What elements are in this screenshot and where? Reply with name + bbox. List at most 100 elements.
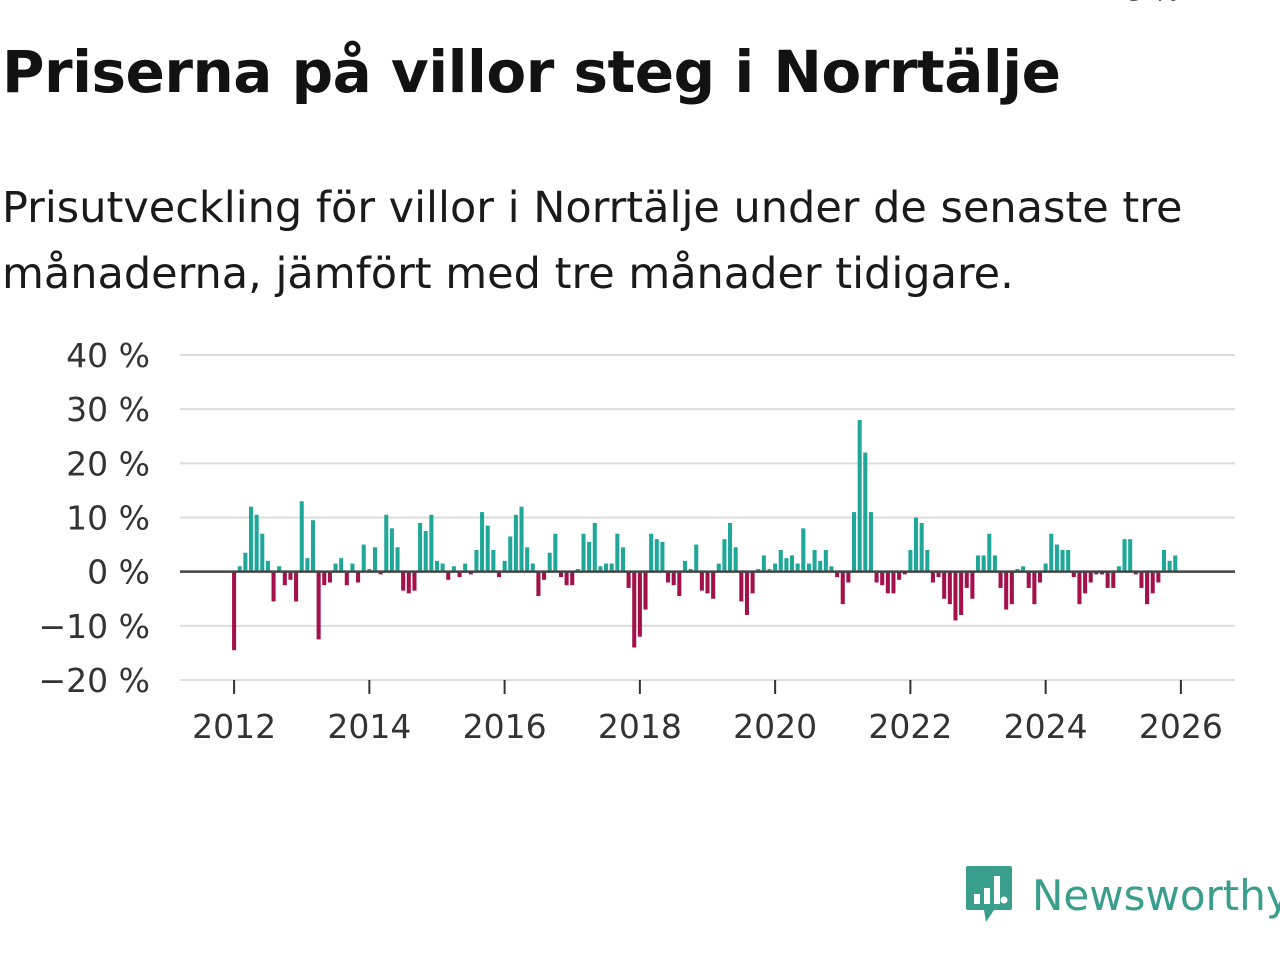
bar: [288, 571, 293, 580]
bar: [812, 550, 817, 572]
bar: [310, 520, 316, 572]
bar: [682, 560, 687, 572]
bar: [795, 563, 800, 572]
bar: [620, 547, 625, 572]
bar: [389, 528, 394, 572]
y-tick-label: 10 %: [66, 499, 150, 538]
bar: [1150, 571, 1155, 594]
bar: [1099, 571, 1105, 575]
bar: [232, 571, 237, 651]
bar: [880, 571, 885, 586]
bar: [508, 536, 513, 572]
bar: [542, 571, 547, 580]
bar: [694, 544, 699, 572]
bar: [840, 571, 845, 605]
bar: [451, 566, 456, 572]
bar: [446, 571, 451, 580]
bar: [829, 566, 834, 572]
bar: [1167, 560, 1172, 572]
bar: [1054, 544, 1059, 572]
bar: [846, 571, 851, 583]
bar: [908, 550, 913, 572]
bar: [716, 563, 721, 572]
bar: [975, 555, 981, 572]
bar: [1015, 568, 1020, 572]
bar: [863, 452, 868, 572]
bar: [547, 552, 552, 572]
bar: [598, 566, 603, 572]
y-tick-label: 20 %: [66, 444, 150, 483]
bar: [654, 539, 659, 572]
bar: [294, 571, 299, 602]
bar: [282, 571, 287, 586]
bar: [570, 571, 575, 586]
bar: [575, 568, 580, 572]
bar: [243, 552, 248, 572]
x-tick-label: 2020: [733, 707, 817, 746]
bar: [333, 563, 338, 572]
bar: [1083, 571, 1088, 594]
bar: [671, 571, 676, 586]
bar: [378, 571, 383, 575]
x-tick-label: 2014: [327, 707, 411, 746]
chart-subtitle: Prisutveckling för villor i Norrtälje un…: [2, 183, 1183, 299]
bar: [356, 571, 361, 583]
bar: [1122, 539, 1127, 572]
y-tick-label: −10 %: [39, 607, 151, 646]
bar: [981, 555, 986, 572]
bar: [891, 571, 896, 594]
annotations: 3 %: [1126, 0, 1179, 7]
bar: [1133, 571, 1138, 575]
bar: [474, 550, 479, 572]
bar: [744, 571, 749, 615]
bar: [1037, 571, 1043, 583]
bar: [1026, 571, 1031, 588]
x-tick-label: 2026: [1139, 707, 1223, 746]
gridlines: [180, 354, 1235, 681]
bar: [587, 541, 592, 572]
bar: [322, 571, 327, 586]
bar: [305, 558, 310, 572]
bars: [232, 420, 1178, 651]
bar: [440, 563, 445, 572]
bar: [418, 522, 423, 572]
bar: [959, 571, 964, 615]
bar: [1145, 571, 1150, 605]
bar: [581, 533, 586, 572]
bar: [604, 563, 609, 572]
bar: [480, 512, 485, 572]
bar: [1049, 533, 1054, 572]
bar: [412, 571, 417, 591]
bar: [1032, 571, 1037, 605]
bar: [756, 568, 761, 572]
bar: [699, 571, 704, 591]
bar: [761, 555, 766, 572]
bar: [1009, 571, 1014, 605]
x-tick-label: 2016: [463, 707, 547, 746]
bar: [1004, 571, 1009, 610]
bar: [519, 506, 524, 572]
bar: [485, 525, 490, 572]
bar: [936, 571, 941, 578]
bar: [852, 512, 857, 572]
bar: [558, 571, 563, 578]
bar: [750, 571, 755, 594]
x-tick-label: 2024: [1004, 707, 1088, 746]
bar: [818, 560, 823, 572]
bar: [1071, 571, 1076, 578]
bar: [801, 528, 806, 572]
bar-chart: 40 %30 %20 %10 %0 %−10 %−20 % 2012 2014 20…: [39, 0, 1235, 746]
bar: [930, 571, 935, 583]
bar: [1111, 571, 1116, 588]
bar: [350, 563, 355, 572]
bar: [327, 571, 332, 583]
bar: [705, 571, 710, 594]
bar: [615, 533, 620, 572]
bar: [553, 533, 558, 572]
bar: [265, 560, 270, 572]
bar: [457, 571, 462, 578]
bar: [592, 522, 597, 572]
bar: [835, 571, 840, 578]
bar: [998, 571, 1003, 588]
bar: [953, 571, 958, 621]
